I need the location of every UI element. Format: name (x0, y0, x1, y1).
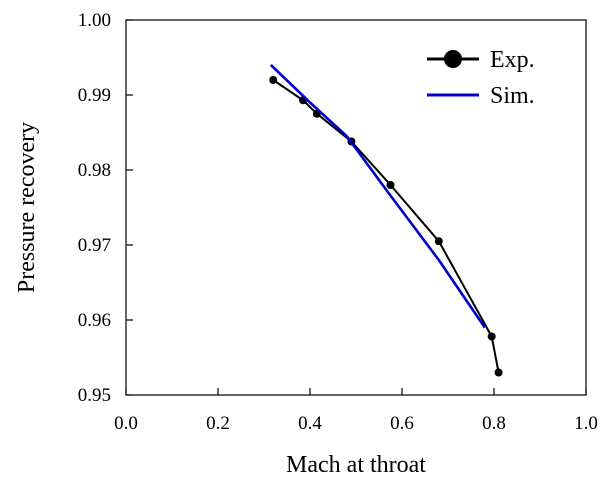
y-tick-label: 0.97 (78, 235, 111, 256)
y-tick-label: 1.00 (78, 10, 111, 31)
chart-legend: Exp. Sim. (427, 47, 535, 109)
data-point (269, 76, 278, 84)
plot-frame (125, 19, 587, 396)
x-tick-label: 0.8 (482, 413, 506, 434)
y-tick-label: 0.96 (78, 310, 111, 331)
legend-marker (444, 50, 462, 68)
x-tick-label: 0.4 (298, 413, 322, 434)
data-point (386, 181, 395, 189)
y-tick-label: 0.98 (78, 160, 111, 181)
x-axis-title: Mach at throat (286, 452, 426, 478)
y-tick-label: 0.99 (78, 85, 111, 106)
data-point (494, 368, 503, 377)
data-point (487, 332, 496, 341)
data-point (434, 237, 443, 246)
series-line-exp (272, 79, 500, 373)
chart-axes: 0.0 0.2 0.4 0.6 0.8 1.0 0.95 0.96 0.97 0.98 0.99 1.… (14, 10, 598, 478)
y-axis-title: Pressure recovery (14, 122, 40, 293)
x-tick-label: 0.2 (206, 413, 230, 434)
x-tick-label: 1.0 (574, 413, 598, 434)
legend-label: Exp. (490, 47, 535, 73)
series-line-sim (270, 64, 486, 329)
x-tick-label: 0.0 (114, 413, 138, 434)
y-tick-label: 0.95 (78, 385, 111, 406)
chart-series (269, 64, 503, 377)
x-tick-label: 0.6 (390, 413, 414, 434)
legend-label: Sim. (490, 83, 535, 109)
